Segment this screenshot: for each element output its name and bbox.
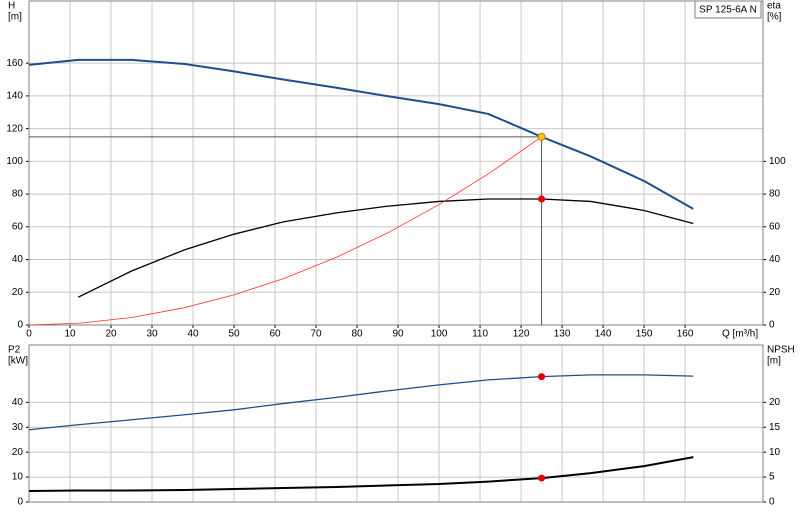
y2-axis-label: [m] <box>767 356 781 367</box>
y-tick-label: 40 <box>12 397 24 408</box>
y-tick-label: 100 <box>6 156 23 167</box>
x-tick-label: 80 <box>351 329 363 340</box>
x-tick-label: 20 <box>105 329 117 340</box>
plot-background <box>29 345 763 502</box>
y2-tick-label: 60 <box>769 221 781 232</box>
plot-background <box>29 1 763 325</box>
x-axis-label: Q [m³/h] <box>722 329 758 340</box>
x-tick-label: 120 <box>513 329 530 340</box>
x-tick-label: 110 <box>472 329 488 340</box>
y-tick-label: 10 <box>12 472 24 483</box>
y2-tick-label: 20 <box>769 397 781 408</box>
y-tick-label: 80 <box>12 189 24 200</box>
x-tick-label: 150 <box>636 329 653 340</box>
y-tick-label: 120 <box>6 123 23 134</box>
x-tick-label: 60 <box>269 329 281 340</box>
y-tick-label: 0 <box>17 497 23 508</box>
y2-tick-label: 0 <box>769 320 775 331</box>
y2-tick-label: 10 <box>769 447 781 458</box>
y2-axis-label: [%] <box>767 12 782 23</box>
y2-tick-label: 80 <box>769 189 781 200</box>
y-tick-label: 20 <box>12 447 24 458</box>
curve <box>28 374 694 431</box>
duty-point <box>538 373 546 381</box>
duty-point <box>538 474 546 482</box>
x-tick-label: 160 <box>677 329 694 340</box>
y2-tick-label: 40 <box>769 254 781 265</box>
y-axis-label: [kW] <box>8 356 28 367</box>
y-axis-label: H <box>8 1 15 12</box>
plot-frame <box>28 0 764 326</box>
x-tick-label: 40 <box>187 329 199 340</box>
duty-point <box>538 195 546 203</box>
chart-title: SP 125-6A N <box>699 5 757 16</box>
y-tick-label: 0 <box>17 320 23 331</box>
x-tick-label: 130 <box>554 329 571 340</box>
y-tick-label: 60 <box>12 221 24 232</box>
y-tick-label: 140 <box>6 91 23 102</box>
y2-tick-label: 20 <box>769 287 781 298</box>
y2-tick-label: 100 <box>769 156 786 167</box>
curve <box>28 136 542 326</box>
curve <box>28 456 694 493</box>
curve <box>28 58 694 210</box>
x-tick-label: 10 <box>64 329 76 340</box>
x-tick-label: 70 <box>310 329 322 340</box>
x-tick-label: 140 <box>595 329 612 340</box>
y2-axis-label: NPSH <box>767 345 795 356</box>
duty-point <box>537 132 546 141</box>
x-tick-label: 50 <box>228 329 240 340</box>
title-box <box>694 0 762 19</box>
plot-frame <box>28 344 764 503</box>
y-tick-label: 20 <box>12 287 24 298</box>
curve <box>77 198 694 298</box>
y-tick-label: 40 <box>12 254 24 265</box>
x-tick-label: 100 <box>431 329 448 340</box>
y-axis-label: P2 <box>8 345 21 356</box>
x-tick-label: 90 <box>392 329 404 340</box>
x-tick-label: 0 <box>26 329 32 340</box>
y2-tick-label: 15 <box>769 422 781 433</box>
y2-tick-label: 0 <box>769 497 775 508</box>
x-tick-label: 30 <box>146 329 158 340</box>
y2-tick-label: 5 <box>769 472 775 483</box>
y-axis-label: [m] <box>8 12 22 23</box>
y-tick-label: 160 <box>6 58 23 69</box>
y2-axis-label: eta <box>767 1 781 12</box>
y-tick-label: 30 <box>12 422 24 433</box>
